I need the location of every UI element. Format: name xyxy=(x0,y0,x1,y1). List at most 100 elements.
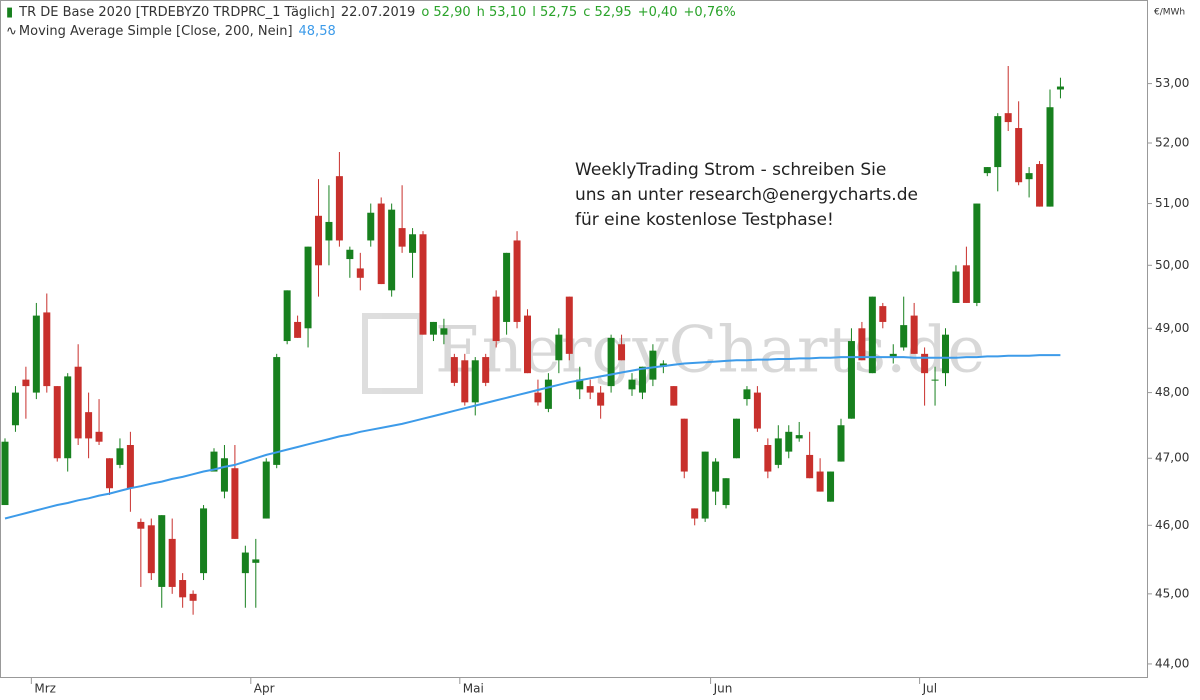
candle-body xyxy=(158,515,166,587)
candle-body xyxy=(1004,113,1012,123)
candle-body xyxy=(335,176,343,241)
candle-body xyxy=(43,312,51,387)
candle-body xyxy=(816,471,824,492)
candle-body xyxy=(53,386,61,459)
candle-body xyxy=(503,252,511,322)
candle-body xyxy=(534,392,542,403)
x-tick-label: Jun xyxy=(713,682,733,696)
candle-body xyxy=(712,461,720,492)
y-tick-label: 47,00 xyxy=(1155,451,1189,465)
annotation-line: uns an unter research@energycharts.de xyxy=(575,185,918,205)
candle-body xyxy=(137,521,145,529)
candle-body xyxy=(1025,173,1033,180)
y-tick-label: 49,00 xyxy=(1155,321,1189,335)
y-tick-label: 53,00 xyxy=(1155,76,1189,90)
candle-body xyxy=(565,296,573,354)
watermark: EnergyCharts.de xyxy=(362,313,985,394)
candle-body xyxy=(733,418,740,459)
candle-body xyxy=(1056,86,1064,90)
y-tick-label: 51,00 xyxy=(1155,196,1189,210)
candle-body xyxy=(701,451,709,519)
candle-body xyxy=(304,246,312,329)
candle-body xyxy=(618,344,626,361)
candle-body xyxy=(179,580,187,598)
candle-body xyxy=(429,321,437,335)
indicator-value: 48,58 xyxy=(298,24,336,39)
x-tick-label: Jul xyxy=(922,682,937,696)
candle-body xyxy=(847,341,855,419)
candle-body xyxy=(868,296,876,374)
candle-body xyxy=(513,240,521,322)
candle-body xyxy=(743,389,751,400)
candle-body xyxy=(147,525,155,574)
candle-body xyxy=(1036,164,1044,207)
candle-body xyxy=(544,379,552,409)
instrument-line: ▮ TR DE Base 2020 [TRDEBYZ0 TRDPRC_1 Tägl… xyxy=(6,3,742,22)
annotation: WeeklyTrading Strom - schreiben Sie uns … xyxy=(575,158,918,233)
candle-body xyxy=(680,418,688,472)
candle-body xyxy=(774,438,782,465)
plot-frame xyxy=(0,0,1148,678)
candle-body xyxy=(440,328,448,335)
moving-average-line xyxy=(4,354,1061,520)
open: o 52,90 xyxy=(421,5,471,20)
candle-body xyxy=(764,445,772,472)
candle-body xyxy=(419,234,427,335)
candle-body xyxy=(252,559,260,563)
candle-body xyxy=(628,379,636,390)
candle-body xyxy=(11,392,19,426)
legend-icon: ▮ xyxy=(6,5,14,20)
candle-body xyxy=(785,431,793,452)
candle-body xyxy=(910,315,918,354)
candle-body xyxy=(200,508,208,574)
x-tick-label: Mrz xyxy=(34,682,56,696)
candle-body xyxy=(189,593,197,601)
candle-body xyxy=(95,431,103,442)
unit-label: €/MWh xyxy=(1154,8,1185,18)
candle-body xyxy=(64,376,72,459)
candle-body xyxy=(241,552,249,574)
candle-body xyxy=(753,392,761,429)
candle-body xyxy=(973,203,981,303)
candle-body xyxy=(691,508,699,519)
candle-body xyxy=(283,290,291,342)
candle-body xyxy=(827,471,835,502)
x-tick-label: Mai xyxy=(463,682,484,696)
candle-body xyxy=(168,538,176,587)
close: c 52,95 xyxy=(583,5,632,20)
candle-body xyxy=(837,425,845,462)
candle-body xyxy=(597,392,605,406)
candle-body xyxy=(983,167,991,174)
date: 22.07.2019 xyxy=(340,5,416,20)
indicator-line: ∿ Moving Average Simple [Close, 200, Nein… xyxy=(6,22,742,41)
y-tick-label: 52,00 xyxy=(1155,135,1189,149)
y-tick-label: 44,00 xyxy=(1155,656,1189,670)
candle-body xyxy=(325,221,333,241)
candle-body xyxy=(388,209,396,291)
high: h 53,10 xyxy=(476,5,527,20)
candle-body xyxy=(22,379,30,387)
candle-body xyxy=(461,360,469,403)
candle-body xyxy=(931,379,939,381)
candle-body xyxy=(210,451,218,472)
instrument-name: TR DE Base 2020 [TRDEBYZ0 TRDPRC_1 Tägli… xyxy=(19,5,335,20)
candle-body xyxy=(116,448,124,465)
candle-body xyxy=(638,366,646,393)
candle-body xyxy=(482,357,490,383)
candle-body xyxy=(220,458,228,492)
candle-body xyxy=(649,350,657,380)
indicator-icon: ∿ xyxy=(6,24,17,39)
header: ▮ TR DE Base 2020 [TRDEBYZ0 TRDPRC_1 Tägl… xyxy=(6,3,742,41)
candle-body xyxy=(1,441,9,506)
candle-body xyxy=(32,315,40,393)
candle-body xyxy=(315,215,322,266)
candle-body xyxy=(492,296,500,342)
candle-body xyxy=(889,353,897,358)
candle-body xyxy=(356,268,364,278)
low: l 52,75 xyxy=(532,5,578,20)
watermark-logo xyxy=(362,313,423,394)
candle-body xyxy=(858,328,866,361)
candle-body xyxy=(262,461,270,519)
